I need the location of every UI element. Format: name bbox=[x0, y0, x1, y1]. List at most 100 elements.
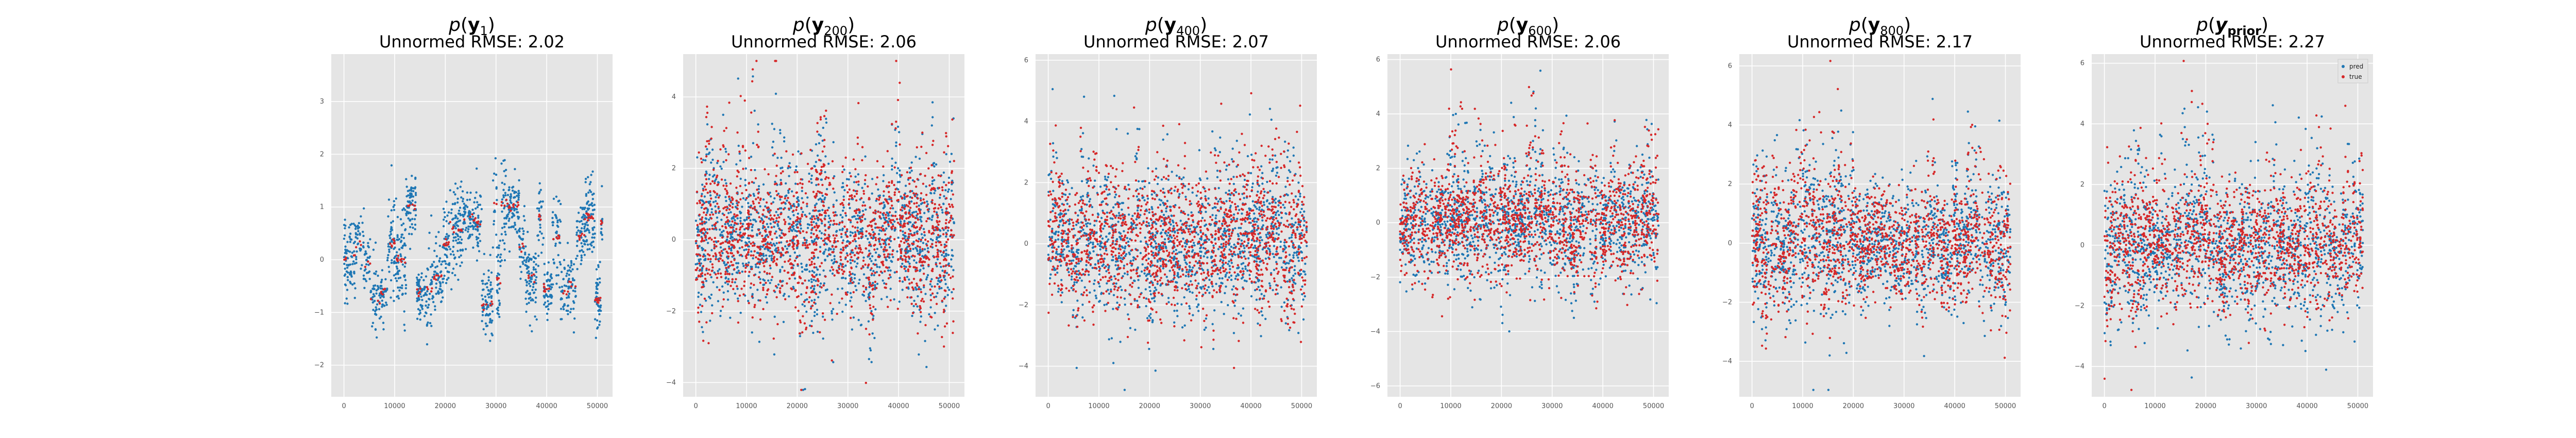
true-point bbox=[864, 263, 867, 266]
true-point bbox=[912, 266, 915, 268]
true-point bbox=[476, 225, 479, 228]
pred-point bbox=[803, 237, 806, 239]
pred-point bbox=[1162, 228, 1164, 231]
pred-point bbox=[487, 279, 490, 282]
pred-point bbox=[855, 289, 858, 292]
true-point bbox=[802, 201, 805, 204]
true-point bbox=[947, 181, 950, 184]
true-point bbox=[530, 274, 533, 277]
true-point bbox=[578, 239, 581, 241]
true-point bbox=[858, 209, 861, 211]
pred-point bbox=[914, 156, 917, 158]
pred-point bbox=[769, 223, 772, 225]
true-point bbox=[844, 212, 847, 214]
pred-point bbox=[843, 169, 845, 171]
pred-point bbox=[857, 173, 860, 176]
pred-point bbox=[561, 297, 563, 300]
true-point bbox=[868, 278, 871, 281]
true-point bbox=[850, 256, 853, 259]
true-point bbox=[716, 203, 719, 205]
true-point bbox=[859, 250, 861, 254]
pred-point bbox=[944, 189, 947, 192]
true-point bbox=[908, 182, 911, 185]
pred-point bbox=[870, 361, 873, 363]
true-point bbox=[533, 281, 536, 283]
pred-point bbox=[414, 223, 417, 226]
true-point bbox=[919, 305, 921, 308]
pred-point bbox=[751, 293, 754, 295]
pred-point bbox=[756, 234, 758, 237]
true-point bbox=[822, 239, 825, 242]
true-point bbox=[762, 238, 765, 241]
true-point bbox=[706, 232, 709, 234]
pred-point bbox=[372, 309, 375, 311]
pred-point bbox=[833, 255, 836, 258]
pred-point bbox=[400, 224, 403, 227]
pred-point bbox=[501, 227, 504, 229]
pred-point bbox=[842, 206, 845, 209]
pred-point bbox=[501, 198, 504, 201]
true-point bbox=[426, 286, 429, 289]
pred-point bbox=[554, 214, 557, 216]
true-point bbox=[872, 288, 874, 290]
true-point bbox=[709, 182, 712, 185]
pred-point bbox=[350, 274, 352, 276]
pred-point bbox=[461, 213, 464, 216]
pred-point bbox=[504, 192, 506, 194]
pred-point bbox=[512, 225, 515, 228]
pred-point bbox=[522, 232, 525, 235]
pred-point bbox=[489, 340, 492, 342]
pred-point bbox=[464, 229, 467, 231]
true-point bbox=[839, 251, 842, 254]
true-point bbox=[920, 192, 923, 195]
true-point bbox=[939, 262, 941, 265]
pred-point bbox=[1136, 209, 1139, 212]
true-point bbox=[823, 145, 826, 148]
pred-point bbox=[790, 207, 792, 209]
true-point bbox=[725, 221, 727, 224]
true-point bbox=[794, 290, 796, 292]
pred-point bbox=[740, 240, 743, 242]
pred-point bbox=[362, 230, 364, 233]
pred-point bbox=[347, 279, 349, 281]
pred-point bbox=[950, 265, 953, 268]
pred-point bbox=[554, 244, 557, 247]
true-point bbox=[751, 181, 754, 183]
true-point bbox=[712, 255, 715, 258]
pred-point bbox=[580, 227, 583, 230]
pred-point bbox=[527, 270, 530, 273]
pred-point bbox=[910, 161, 913, 164]
true-point bbox=[929, 299, 933, 301]
pred-point bbox=[731, 273, 734, 276]
true-point bbox=[841, 273, 844, 275]
pred-point bbox=[923, 234, 926, 237]
pred-point bbox=[829, 269, 832, 272]
pred-point bbox=[534, 268, 537, 271]
pred-point bbox=[517, 194, 520, 197]
true-point bbox=[908, 282, 911, 285]
true-point bbox=[759, 252, 761, 255]
true-point bbox=[876, 160, 879, 162]
true-point bbox=[811, 305, 814, 307]
pred-point bbox=[920, 233, 923, 235]
pred-point bbox=[930, 124, 934, 127]
pred-point bbox=[497, 309, 499, 312]
pred-point bbox=[489, 283, 492, 287]
pred-point bbox=[454, 222, 457, 225]
pred-point bbox=[878, 266, 881, 268]
pred-point bbox=[861, 210, 865, 212]
true-point bbox=[696, 191, 699, 193]
true-point bbox=[879, 271, 883, 273]
true-point bbox=[731, 220, 734, 223]
true-point bbox=[737, 234, 740, 237]
pred-point bbox=[362, 234, 365, 237]
pred-point bbox=[941, 211, 944, 214]
true-point bbox=[848, 218, 850, 221]
pred-point bbox=[349, 232, 352, 235]
true-point bbox=[720, 250, 723, 252]
pred-point bbox=[757, 185, 760, 188]
pred-point bbox=[433, 271, 436, 273]
true-point bbox=[719, 148, 722, 151]
pred-point bbox=[399, 218, 402, 221]
pred-point bbox=[930, 278, 933, 280]
